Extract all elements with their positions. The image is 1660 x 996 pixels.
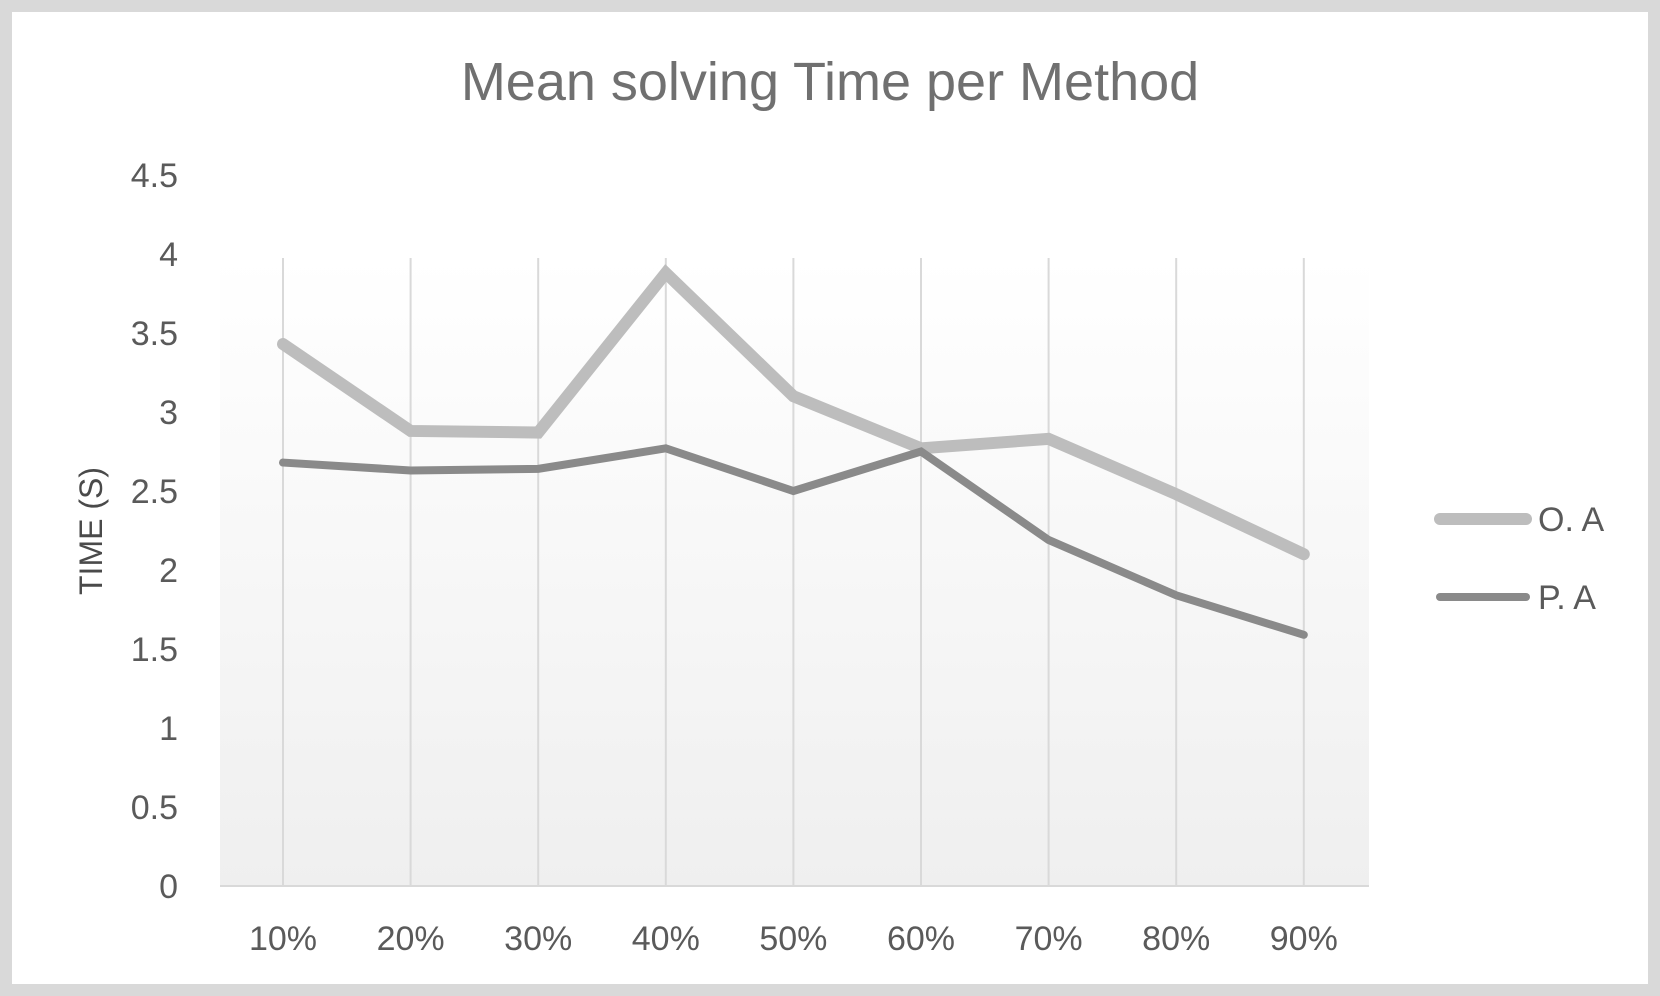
x-tick-label: 80% [1142,920,1210,958]
y-tick-label: 0 [159,868,178,906]
y-tick-label: 4 [159,236,178,274]
legend-label: P. A [1538,579,1596,617]
legend-label: O. A [1538,501,1604,539]
plot-area [220,258,1369,886]
legend: O. A P. A [1434,501,1604,617]
x-tick-label: 70% [1015,920,1083,958]
y-axis-label: TIME (S) [73,467,109,595]
y-tick-label: 1 [159,710,178,748]
series-line-oa [277,264,1310,561]
y-tick-label: 2 [159,552,178,590]
x-tick-label: 10% [249,920,317,958]
x-axis-ticks: 10% 20% 30% 40% 50% 60% 70% 80% 90% [249,920,1338,958]
x-tick-label: 60% [887,920,955,958]
y-axis-ticks: 0 0.5 1 1.5 2 2.5 3 3.5 4 4.5 [131,157,178,906]
x-tick-label: 20% [377,920,445,958]
series-line-pa [279,444,1308,639]
x-tick-label: 30% [504,920,572,958]
y-tick-label: 2.5 [131,473,178,511]
x-tick-label: 40% [632,920,700,958]
series-lines [277,264,1310,639]
grid-lines [220,258,1369,887]
y-tick-label: 0.5 [131,789,178,827]
y-tick-label: 4.5 [131,157,178,195]
chart-title: Mean solving Time per Method [461,52,1199,112]
y-tick-label: 3 [159,394,178,432]
x-tick-label: 50% [759,920,827,958]
y-tick-label: 1.5 [131,631,178,669]
y-tick-label: 3.5 [131,315,178,353]
x-tick-label: 90% [1270,920,1338,958]
